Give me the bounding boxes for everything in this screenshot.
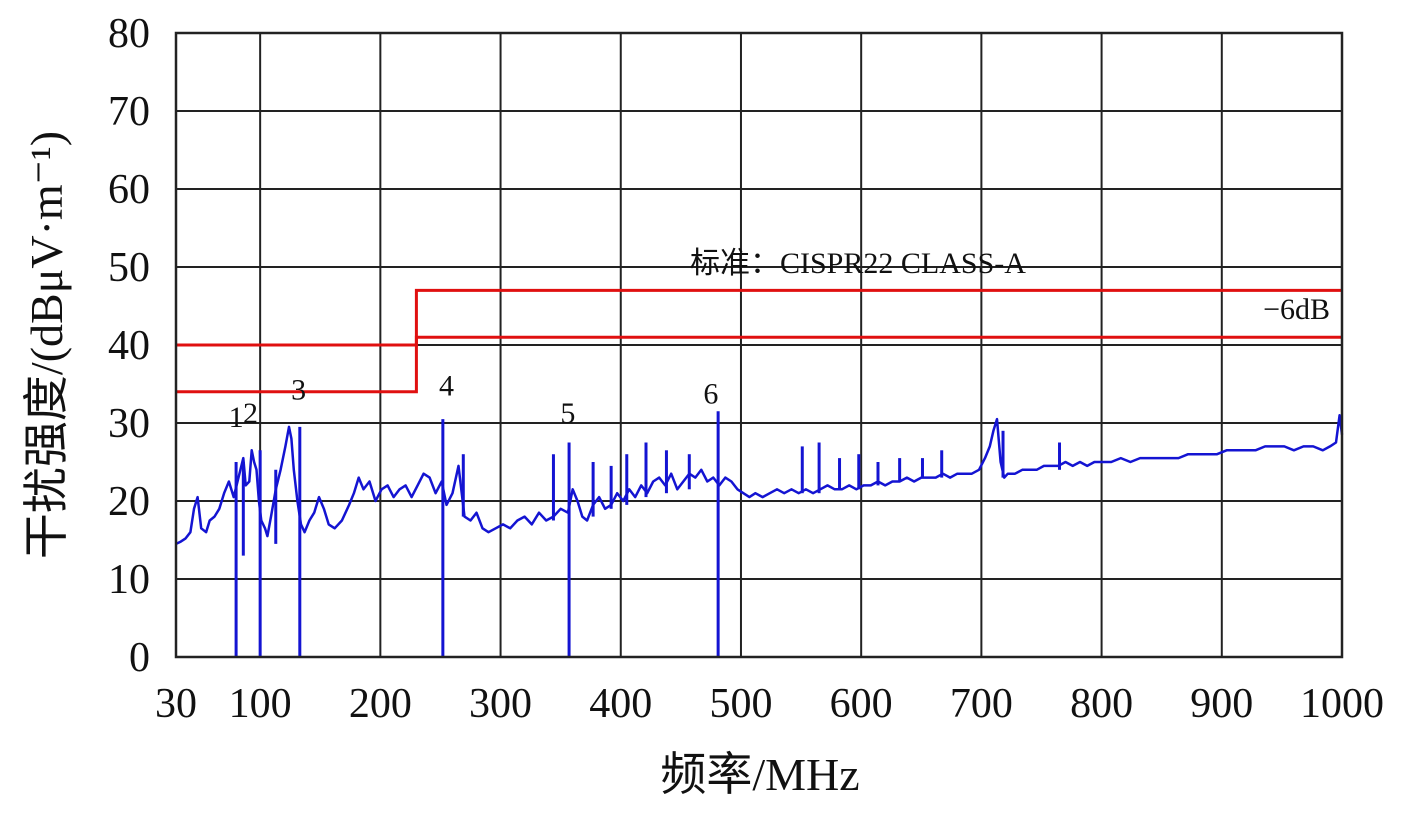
y-tick-label: 0 xyxy=(129,635,150,681)
y-tick-label: 10 xyxy=(108,557,150,603)
peak-marker-label: 3 xyxy=(291,374,306,407)
limit-lines: −6dB xyxy=(176,288,1342,394)
x-tick-label: 600 xyxy=(830,681,893,727)
annotations: 1 23 4 5 6 xyxy=(229,370,719,434)
x-tick-label: 300 xyxy=(469,681,532,727)
y-tick-label: 70 xyxy=(108,89,150,135)
y-tick-label: 60 xyxy=(108,167,150,213)
y-tick-label: 20 xyxy=(108,479,150,525)
y-tick-label: 80 xyxy=(108,11,150,57)
x-tick-label: 900 xyxy=(1190,681,1253,727)
x-tick-label: 400 xyxy=(589,681,652,727)
peak-marker-label: 2 xyxy=(243,397,258,430)
peak-marker-label: 1 xyxy=(229,401,244,434)
measurement-series xyxy=(175,411,1344,657)
peak-marker-label: 6 xyxy=(703,378,718,411)
x-tick-label: 100 xyxy=(229,681,292,727)
y-tick-label: 30 xyxy=(108,401,150,447)
x-axis-title: 频率/MHz xyxy=(660,749,859,800)
measurement-line xyxy=(175,413,1344,546)
peak-marker-label: 5 xyxy=(560,397,575,430)
grid xyxy=(176,33,1342,657)
x-tick-label: 500 xyxy=(709,681,772,727)
limit-line-label: −6dB xyxy=(1263,293,1330,326)
limit-line-class-a xyxy=(176,288,1342,347)
plot-border xyxy=(174,31,1344,659)
plot-frame xyxy=(174,31,1344,659)
x-tick-label: 700 xyxy=(950,681,1013,727)
y-axis-title: 干扰强度/(dBμV·m⁻¹) xyxy=(21,131,72,559)
x-tick-label: 30 xyxy=(155,681,197,727)
x-tick-label: 1000 xyxy=(1300,681,1384,727)
limit-standard-label: 标准：CISPR22 CLASS-A xyxy=(690,247,1026,280)
y-tick-label: 40 xyxy=(108,323,150,369)
tick-labels: 30 100 200 300 400 500 600 700 800 900 1000 0 10 20 30… xyxy=(108,11,1384,727)
limit-line-minus-6db xyxy=(176,335,1342,394)
peak-marker-label: 4 xyxy=(439,370,454,403)
y-tick-label: 50 xyxy=(108,245,150,291)
x-tick-label: 200 xyxy=(349,681,412,727)
x-tick-label: 800 xyxy=(1070,681,1133,727)
